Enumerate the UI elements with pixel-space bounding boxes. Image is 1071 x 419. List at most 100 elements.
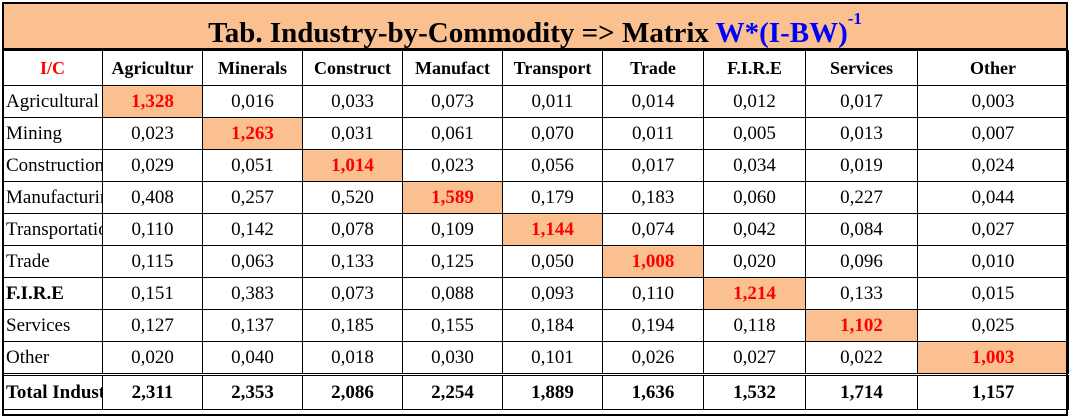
matrix-cell[interactable]: 0,050 bbox=[502, 245, 603, 278]
row-label[interactable]: Trade bbox=[2, 245, 103, 278]
matrix-cell[interactable]: 0,257 bbox=[202, 181, 303, 214]
matrix-cell[interactable]: 0,040 bbox=[202, 341, 303, 375]
matrix-cell[interactable]: 0,023 bbox=[402, 149, 503, 182]
matrix-cell[interactable]: 0,007 bbox=[917, 117, 1069, 150]
matrix-cell[interactable]: 0,018 bbox=[302, 341, 403, 375]
matrix-cell[interactable]: 0,056 bbox=[502, 149, 603, 182]
matrix-cell[interactable]: 0,070 bbox=[502, 117, 603, 150]
diagonal-cell[interactable]: 1,008 bbox=[602, 245, 704, 278]
matrix-cell[interactable]: 0,073 bbox=[402, 85, 503, 118]
matrix-cell[interactable]: 0,031 bbox=[302, 117, 403, 150]
matrix-cell[interactable]: 0,183 bbox=[602, 181, 704, 214]
matrix-cell[interactable]: 0,023 bbox=[102, 117, 203, 150]
matrix-cell[interactable]: 0,061 bbox=[402, 117, 503, 150]
matrix-cell[interactable]: 0,051 bbox=[202, 149, 303, 182]
matrix-cell[interactable]: 0,027 bbox=[703, 341, 806, 375]
total-cell[interactable]: 2,086 bbox=[302, 373, 403, 410]
matrix-cell[interactable]: 0,011 bbox=[502, 85, 603, 118]
matrix-cell[interactable]: 0,063 bbox=[202, 245, 303, 278]
matrix-cell[interactable]: 0,227 bbox=[805, 181, 918, 214]
matrix-cell[interactable]: 0,109 bbox=[402, 213, 503, 246]
row-label[interactable]: Transportation bbox=[2, 213, 103, 246]
matrix-cell[interactable]: 0,093 bbox=[502, 277, 603, 310]
matrix-cell[interactable]: 0,125 bbox=[402, 245, 503, 278]
diagonal-cell[interactable]: 1,144 bbox=[502, 213, 603, 246]
row-label[interactable]: Construction bbox=[2, 149, 103, 182]
matrix-cell[interactable]: 0,151 bbox=[102, 277, 203, 310]
diagonal-cell[interactable]: 1,102 bbox=[805, 309, 918, 342]
diagonal-cell[interactable]: 1,214 bbox=[703, 277, 806, 310]
total-cell[interactable]: 1,889 bbox=[502, 373, 603, 410]
column-header[interactable]: Trade bbox=[602, 50, 704, 86]
matrix-cell[interactable]: 0,101 bbox=[502, 341, 603, 375]
diagonal-cell[interactable]: 1,003 bbox=[917, 341, 1069, 375]
total-cell[interactable]: 2,311 bbox=[102, 373, 203, 410]
diagonal-cell[interactable]: 1,014 bbox=[302, 149, 403, 182]
matrix-cell[interactable]: 0,024 bbox=[917, 149, 1069, 182]
total-cell[interactable]: 1,532 bbox=[703, 373, 806, 410]
matrix-cell[interactable]: 0,033 bbox=[302, 85, 403, 118]
matrix-cell[interactable]: 0,014 bbox=[602, 85, 704, 118]
row-label[interactable]: F.I.R.E bbox=[2, 277, 103, 310]
matrix-cell[interactable]: 0,011 bbox=[602, 117, 704, 150]
diagonal-cell[interactable]: 1,263 bbox=[202, 117, 303, 150]
matrix-cell[interactable]: 0,020 bbox=[102, 341, 203, 375]
matrix-cell[interactable]: 0,015 bbox=[917, 277, 1069, 310]
matrix-cell[interactable]: 0,133 bbox=[805, 277, 918, 310]
matrix-cell[interactable]: 0,155 bbox=[402, 309, 503, 342]
matrix-cell[interactable]: 0,012 bbox=[703, 85, 806, 118]
column-header[interactable]: Agricultur bbox=[102, 50, 203, 86]
matrix-cell[interactable]: 0,185 bbox=[302, 309, 403, 342]
matrix-cell[interactable]: 0,084 bbox=[805, 213, 918, 246]
matrix-cell[interactable]: 0,142 bbox=[202, 213, 303, 246]
total-cell[interactable]: 1,636 bbox=[602, 373, 704, 410]
matrix-cell[interactable]: 0,184 bbox=[502, 309, 603, 342]
matrix-cell[interactable]: 0,060 bbox=[703, 181, 806, 214]
matrix-cell[interactable]: 0,110 bbox=[102, 213, 203, 246]
matrix-cell[interactable]: 0,017 bbox=[805, 85, 918, 118]
matrix-cell[interactable]: 0,118 bbox=[703, 309, 806, 342]
matrix-cell[interactable]: 0,013 bbox=[805, 117, 918, 150]
row-label[interactable]: Agricultural bbox=[2, 85, 103, 118]
matrix-cell[interactable]: 0,022 bbox=[805, 341, 918, 375]
matrix-cell[interactable]: 0,127 bbox=[102, 309, 203, 342]
row-label[interactable]: Manufacturing bbox=[2, 181, 103, 214]
matrix-cell[interactable]: 0,042 bbox=[703, 213, 806, 246]
matrix-cell[interactable]: 0,073 bbox=[302, 277, 403, 310]
matrix-cell[interactable]: 0,025 bbox=[917, 309, 1069, 342]
matrix-cell[interactable]: 0,137 bbox=[202, 309, 303, 342]
matrix-cell[interactable]: 0,096 bbox=[805, 245, 918, 278]
matrix-cell[interactable]: 0,010 bbox=[917, 245, 1069, 278]
column-header[interactable]: Manufact bbox=[402, 50, 503, 86]
total-label[interactable]: Total Industry bbox=[2, 373, 103, 410]
column-header[interactable]: Minerals bbox=[202, 50, 303, 86]
matrix-cell[interactable]: 0,520 bbox=[302, 181, 403, 214]
corner-label[interactable]: I/C bbox=[2, 50, 103, 86]
column-header[interactable]: Transport bbox=[502, 50, 603, 86]
total-cell[interactable]: 1,714 bbox=[805, 373, 918, 410]
matrix-cell[interactable]: 0,020 bbox=[703, 245, 806, 278]
matrix-cell[interactable]: 0,383 bbox=[202, 277, 303, 310]
row-label[interactable]: Mining bbox=[2, 117, 103, 150]
matrix-cell[interactable]: 0,078 bbox=[302, 213, 403, 246]
column-header[interactable]: Services bbox=[805, 50, 918, 86]
matrix-cell[interactable]: 0,003 bbox=[917, 85, 1069, 118]
row-label[interactable]: Services bbox=[2, 309, 103, 342]
matrix-cell[interactable]: 0,408 bbox=[102, 181, 203, 214]
matrix-cell[interactable]: 0,044 bbox=[917, 181, 1069, 214]
column-header[interactable]: Construct bbox=[302, 50, 403, 86]
matrix-cell[interactable]: 0,115 bbox=[102, 245, 203, 278]
diagonal-cell[interactable]: 1,328 bbox=[102, 85, 203, 118]
matrix-cell[interactable]: 0,194 bbox=[602, 309, 704, 342]
row-label[interactable]: Other bbox=[2, 341, 103, 375]
matrix-cell[interactable]: 0,005 bbox=[703, 117, 806, 150]
matrix-cell[interactable]: 0,030 bbox=[402, 341, 503, 375]
column-header[interactable]: F.I.R.E bbox=[703, 50, 806, 86]
matrix-cell[interactable]: 0,029 bbox=[102, 149, 203, 182]
total-cell[interactable]: 1,157 bbox=[917, 373, 1069, 410]
total-cell[interactable]: 2,254 bbox=[402, 373, 503, 410]
matrix-cell[interactable]: 0,016 bbox=[202, 85, 303, 118]
matrix-cell[interactable]: 0,074 bbox=[602, 213, 704, 246]
matrix-cell[interactable]: 0,088 bbox=[402, 277, 503, 310]
matrix-cell[interactable]: 0,019 bbox=[805, 149, 918, 182]
